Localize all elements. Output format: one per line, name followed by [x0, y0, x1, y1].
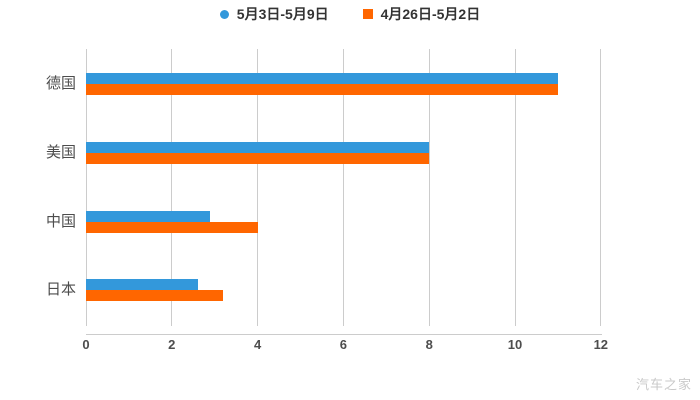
- bar: [86, 290, 224, 301]
- x-tick-label: 2: [168, 337, 176, 352]
- bar: [86, 73, 558, 84]
- legend-item-series-1[interactable]: 4月26日-5月2日: [362, 4, 481, 24]
- category-label: 日本: [45, 281, 76, 298]
- x-tick-label: 0: [82, 337, 90, 352]
- gridline: [171, 49, 173, 326]
- bar: [86, 221, 258, 233]
- x-tick-label: 8: [425, 337, 433, 352]
- x-axis-line: [85, 334, 603, 335]
- category-label: 美国: [45, 144, 76, 161]
- bar: [86, 84, 558, 95]
- x-tick-label: 6: [339, 337, 347, 352]
- legend-marker-circle-icon: [219, 9, 229, 19]
- gridline: [342, 49, 344, 326]
- bar: [86, 210, 211, 222]
- bar: [86, 142, 430, 153]
- legend-item-series-0[interactable]: 5月3日-5月9日: [219, 4, 329, 24]
- gridline: [428, 49, 430, 326]
- gridline: [600, 49, 602, 326]
- bar: [86, 279, 198, 290]
- category-label: 中国: [45, 212, 76, 230]
- gridline: [85, 49, 87, 326]
- watermark: 汽车之家: [635, 377, 692, 392]
- x-tick-label: 12: [593, 337, 609, 352]
- legend-label: 4月26日-5月2日: [380, 6, 481, 22]
- gridline: [257, 49, 259, 326]
- x-tick-label: 4: [253, 337, 262, 352]
- bar: [86, 153, 430, 164]
- x-tick-label: 10: [507, 337, 523, 352]
- legend-label: 5月3日-5月9日: [236, 6, 329, 22]
- category-label: 德国: [45, 75, 76, 92]
- legend: 5月3日-5月9日 4月26日-5月2日: [0, 4, 700, 24]
- gridline: [514, 49, 516, 326]
- legend-marker-square-icon: [362, 9, 373, 19]
